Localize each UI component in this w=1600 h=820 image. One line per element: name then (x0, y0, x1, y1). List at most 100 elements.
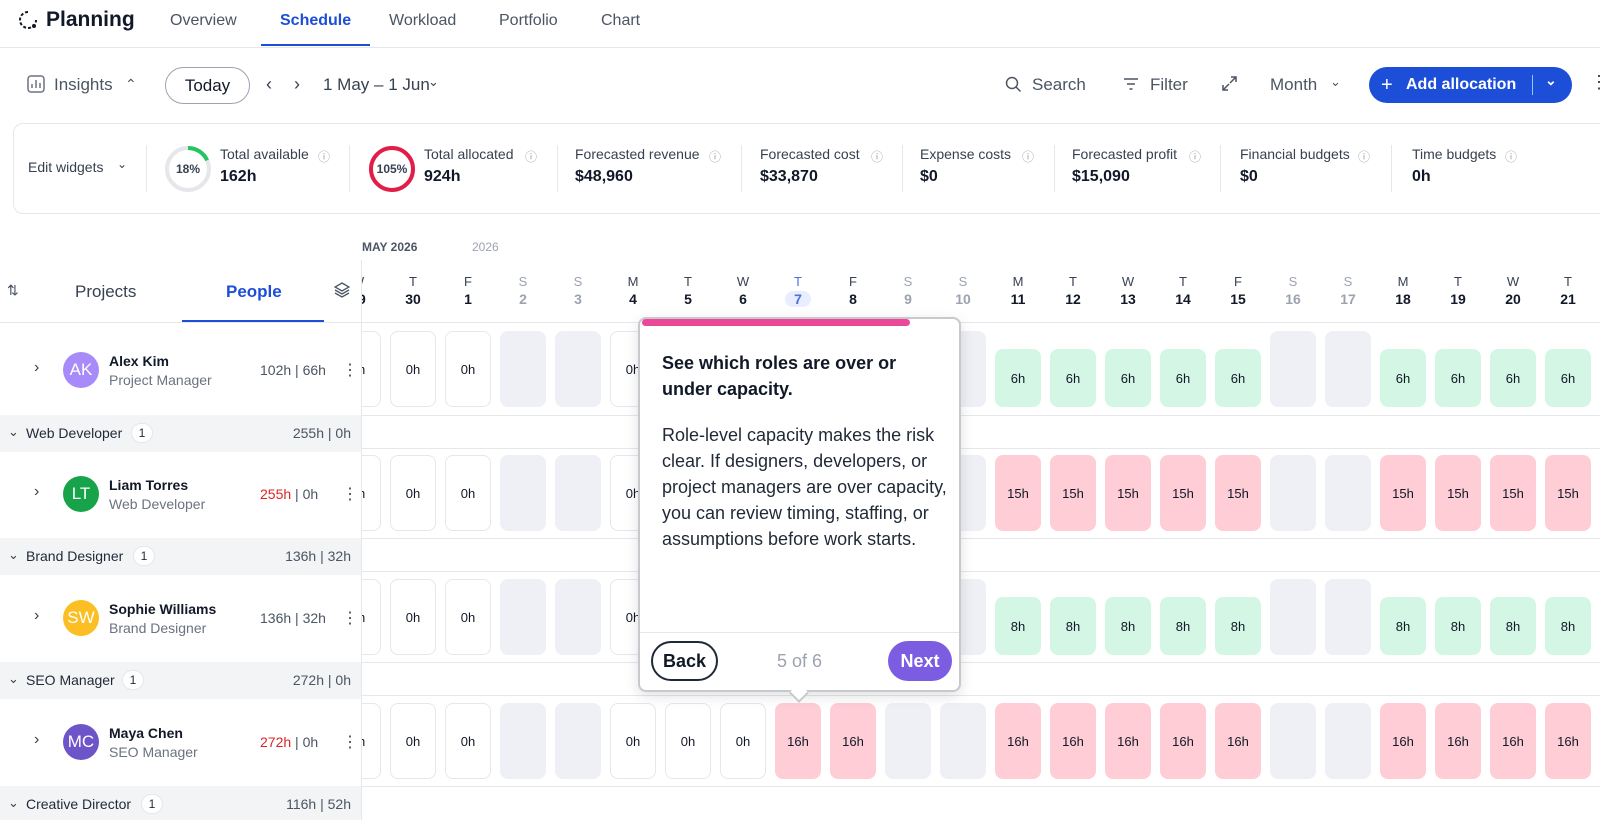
allocation-cell[interactable]: 8h (1490, 597, 1536, 655)
allocation-cell[interactable]: 8h (1435, 597, 1481, 655)
allocation-cell[interactable]: 15h (1050, 455, 1096, 531)
empty-day-cell[interactable]: 0h (445, 331, 491, 407)
allocation-cell[interactable]: 16h (1215, 703, 1261, 779)
empty-day-cell[interactable]: 0h (390, 455, 436, 531)
insights-toggle[interactable]: Insights (54, 75, 113, 94)
collapse-group-icon[interactable]: ⌄ (8, 795, 19, 810)
chevron-up-icon[interactable]: ⌃ (125, 76, 137, 92)
allocation-cell[interactable]: 6h (995, 349, 1041, 407)
empty-day-cell[interactable]: 0h (390, 331, 436, 407)
back-button[interactable]: Back (651, 641, 718, 681)
allocation-cell[interactable]: 6h (1380, 349, 1426, 407)
allocation-cell[interactable]: 8h (1545, 597, 1591, 655)
tab-portfolio[interactable]: Portfolio (499, 12, 558, 29)
sort-icon[interactable]: ⇅ (7, 282, 19, 298)
allocation-cell[interactable]: 16h (1435, 703, 1481, 779)
allocation-cell[interactable]: 8h (1105, 597, 1151, 655)
allocation-cell[interactable]: 15h (1545, 455, 1591, 531)
info-icon[interactable]: ⓘ (318, 150, 331, 164)
empty-day-cell[interactable]: 0h (445, 579, 491, 655)
expand-row-icon[interactable]: › (34, 607, 40, 624)
edit-widgets-button[interactable]: Edit widgets (28, 159, 104, 175)
expand-row-icon[interactable]: › (34, 483, 40, 500)
date-range-picker[interactable]: 1 May – 1 Jun (323, 75, 430, 94)
tab-projects[interactable]: Projects (75, 282, 137, 301)
allocation-cell[interactable]: 15h (1435, 455, 1481, 531)
allocation-cell[interactable]: 16h (830, 703, 876, 779)
prev-period-icon[interactable]: ‹ (266, 74, 272, 94)
info-icon[interactable]: ⓘ (1189, 150, 1202, 164)
empty-day-cell[interactable]: 0h (390, 703, 436, 779)
allocation-cell[interactable]: 15h (1490, 455, 1536, 531)
allocation-cell[interactable]: 6h (1545, 349, 1591, 407)
expand-icon[interactable] (1221, 75, 1238, 97)
allocation-cell[interactable]: 8h (1050, 597, 1096, 655)
collapse-group-icon[interactable]: ⌄ (8, 424, 19, 439)
empty-day-cell[interactable]: 0h (445, 703, 491, 779)
empty-day-cell[interactable]: 0h (390, 579, 436, 655)
view-selector[interactable]: Month (1270, 75, 1318, 94)
info-icon[interactable]: ⓘ (1358, 150, 1371, 164)
today-button[interactable]: Today (165, 67, 250, 104)
tab-overview[interactable]: Overview (170, 12, 237, 29)
empty-day-cell[interactable]: 0h (610, 703, 656, 779)
allocation-cell[interactable]: 6h (1105, 349, 1151, 407)
info-icon[interactable]: ⓘ (525, 150, 538, 164)
expand-row-icon[interactable]: › (34, 359, 40, 376)
allocation-cell[interactable]: 16h (1050, 703, 1096, 779)
more-options-icon[interactable]: ⋮ (1590, 72, 1600, 92)
empty-day-cell[interactable]: 0h (665, 703, 711, 779)
empty-day-cell[interactable]: 0h (445, 455, 491, 531)
role-group-row[interactable]: ⌄ Web Developer 1 255h | 0h (0, 415, 361, 452)
allocation-cell[interactable]: 16h (1160, 703, 1206, 779)
allocation-cell[interactable]: 16h (1380, 703, 1426, 779)
allocation-cell[interactable]: 8h (1215, 597, 1261, 655)
allocation-cell[interactable]: 15h (1160, 455, 1206, 531)
allocation-cell[interactable]: 15h (995, 455, 1041, 531)
role-group-row[interactable]: ⌄ Brand Designer 1 136h | 32h (0, 538, 361, 575)
allocation-cell[interactable]: 16h (995, 703, 1041, 779)
search-icon[interactable] (1005, 76, 1022, 98)
row-menu-icon[interactable]: ⋮ (342, 610, 358, 627)
edit-widgets-chevron-icon[interactable]: ⌄ (117, 157, 128, 171)
role-group-row[interactable]: ⌄ Creative Director 1 116h | 52h (0, 786, 361, 820)
person-row[interactable]: › AK Alex Kim Project Manager 102h | 66h… (0, 327, 361, 413)
role-group-row[interactable]: ⌄ SEO Manager 1 272h | 0h (0, 662, 361, 699)
filter-button[interactable]: Filter (1150, 75, 1188, 94)
allocation-cell[interactable]: 8h (995, 597, 1041, 655)
person-row[interactable]: › SW Sophie Williams Brand Designer 136h… (0, 575, 361, 661)
allocation-cell[interactable]: 6h (1215, 349, 1261, 407)
allocation-cell[interactable]: 16h (1545, 703, 1591, 779)
collapse-group-icon[interactable]: ⌄ (8, 671, 19, 686)
tab-schedule[interactable]: Schedule (280, 12, 352, 29)
allocation-cell[interactable]: 16h (775, 703, 821, 779)
next-period-icon[interactable]: › (294, 74, 300, 94)
row-menu-icon[interactable]: ⋮ (342, 362, 358, 379)
add-options-chevron-icon[interactable]: ⌄ (1545, 72, 1557, 88)
tab-workload[interactable]: Workload (389, 12, 457, 29)
empty-day-cell[interactable]: 0h (720, 703, 766, 779)
person-row[interactable]: › MC Maya Chen SEO Manager 272h | 0h ⋮ (0, 699, 361, 785)
allocation-cell[interactable]: 6h (1050, 349, 1096, 407)
info-icon[interactable]: ⓘ (709, 150, 722, 164)
add-allocation-button[interactable]: + Add allocation ⌄ (1369, 67, 1572, 103)
allocation-cell[interactable]: 6h (1490, 349, 1536, 407)
next-button[interactable]: Next (888, 641, 952, 681)
layers-icon[interactable] (333, 282, 351, 303)
allocation-cell[interactable]: 16h (1105, 703, 1151, 779)
filter-icon[interactable] (1123, 77, 1139, 96)
app-title[interactable]: Planning (18, 8, 135, 32)
allocation-cell[interactable]: 15h (1215, 455, 1261, 531)
chevron-down-icon[interactable]: ⌄ (428, 74, 439, 89)
info-icon[interactable]: ⓘ (871, 150, 884, 164)
allocation-cell[interactable]: 6h (1435, 349, 1481, 407)
tab-people[interactable]: People (226, 282, 282, 301)
tab-chart[interactable]: Chart (601, 12, 641, 29)
allocation-cell[interactable]: 8h (1380, 597, 1426, 655)
info-icon[interactable]: ⓘ (1505, 150, 1518, 164)
collapse-group-icon[interactable]: ⌄ (8, 547, 19, 562)
allocation-cell[interactable]: 16h (1490, 703, 1536, 779)
view-chevron-down-icon[interactable]: ⌄ (1330, 74, 1341, 89)
allocation-cell[interactable]: 8h (1160, 597, 1206, 655)
allocation-cell[interactable]: 15h (1105, 455, 1151, 531)
